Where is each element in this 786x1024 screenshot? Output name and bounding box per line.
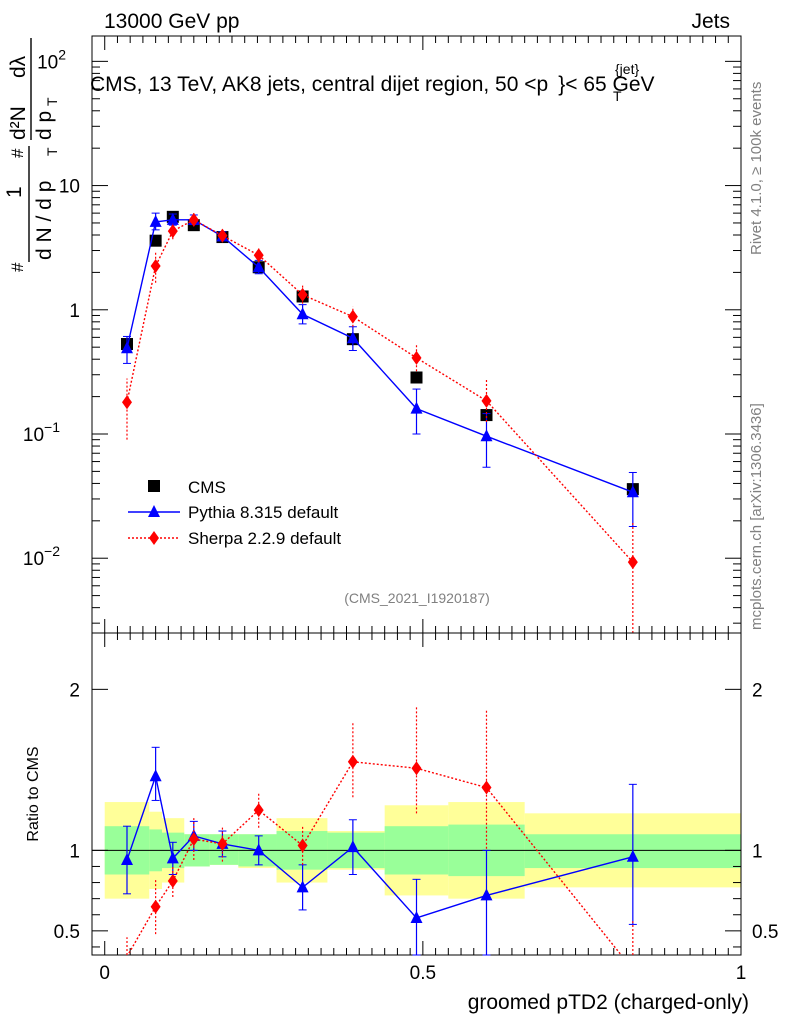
sherpa-main-point: [217, 228, 228, 243]
analysis-id: (CMS_2021_I1920187): [344, 590, 490, 606]
sherpa-main-point: [297, 287, 308, 302]
pythia-ratio-point: [166, 851, 179, 864]
pythia-main-point: [149, 214, 162, 227]
main-ytick-label: 10−1: [23, 419, 60, 446]
pythia-main-point: [626, 485, 639, 498]
pythia-main-point: [480, 429, 493, 442]
pythia-main-point: [166, 212, 179, 225]
legend-pythia-marker: [148, 505, 160, 517]
ratio-tick-labels: 0.5 0.5 1 1 2 2: [54, 680, 779, 943]
sherpa-ratio-point: [481, 780, 492, 795]
cms-main-point: [410, 371, 423, 384]
main-series: [120, 210, 639, 633]
sherpa-main-point: [347, 309, 358, 324]
ratio-ytick-label-right: 1: [752, 841, 763, 862]
plot-title-main: CMS, 13 TeV, AK8 jets, central dijet reg…: [90, 73, 548, 96]
sherpa-main-point: [253, 248, 264, 263]
sherpa-ratio-point: [167, 873, 178, 888]
main-ytick-label: 1: [69, 301, 80, 322]
ylabel-frac-den: d p: [33, 111, 56, 140]
pythia-ratio-point: [626, 849, 639, 862]
sherpa-main-line: [126, 219, 634, 563]
pythia-main-line: [126, 219, 634, 493]
legend-cms-marker: [148, 480, 160, 492]
pythia-ratio-point: [346, 840, 359, 853]
xtick-label: 0.5: [410, 963, 436, 984]
ratio-ytick-label-left: 0.5: [54, 922, 80, 943]
header-left: 13000 GeV pp: [104, 10, 239, 33]
sherpa-ratio-point: [150, 899, 161, 914]
ylabel-one: 1: [3, 186, 26, 198]
ratio-ytick-label-left: 1: [69, 841, 80, 862]
legend-sherpa-label: Sherpa 2.2.9 default: [188, 529, 341, 548]
legend-pythia-label: Pythia 8.315 default: [188, 503, 339, 522]
legend-sherpa-marker: [149, 531, 159, 545]
pythia-ratio-point: [120, 853, 133, 866]
ratio-ytick-label-left: 2: [69, 680, 80, 701]
sherpa-main-point: [481, 393, 492, 408]
sherpa-ratio-point: [217, 836, 228, 851]
mcplots-label: mcplots.cern.ch [arXiv:1306.3436]: [748, 403, 765, 630]
xtick-label: 1: [736, 963, 747, 984]
main-ytick-label: 102: [37, 46, 66, 73]
pythia-ratio-point: [296, 880, 309, 893]
header-right: Jets: [691, 10, 730, 33]
legend-cms-label: CMS: [188, 478, 226, 497]
main-ytick-label: 10−2: [23, 543, 60, 570]
sherpa-main-point: [188, 212, 199, 227]
sherpa-ratio-point: [188, 832, 199, 847]
ratio-panel: 0.5 0.5 1 1 2 2 Ratio to CMS: [25, 632, 779, 956]
ratio-ticks: [92, 633, 742, 955]
pythia-main-point: [410, 401, 423, 414]
ylabel-hash-2: #: [8, 148, 27, 158]
ylabel-frac-num: d²N: [7, 106, 30, 140]
pythia-main-point: [252, 260, 265, 273]
sherpa-ratio-point: [411, 761, 422, 776]
pythia-ratio-point: [410, 910, 423, 923]
sherpa-main-point: [167, 224, 178, 239]
sherpa-ratio-point: [347, 754, 358, 769]
pythia-main-point: [296, 307, 309, 320]
ratio-band-inner: [209, 834, 239, 865]
sherpa-main-point: [411, 350, 422, 365]
ratio-ytick-label-right: 0.5: [752, 922, 778, 943]
ylabel-T-2: T: [44, 97, 60, 106]
rivet-label: Rivet 4.1.0, ≥ 100k events: [748, 82, 765, 255]
plot-title-sub: T: [613, 88, 622, 104]
pythia-main-point: [346, 331, 359, 344]
plot-title-sup: {jet}: [615, 61, 639, 77]
pythia-main-point: [120, 341, 133, 354]
main-y-axis-label: # 1 d N / d p T # d²N d p T dλ: [3, 38, 60, 272]
pythia-ratio-point: [252, 843, 265, 856]
sherpa-main-point: [121, 395, 132, 410]
ylabel-T-1: T: [44, 147, 60, 156]
sherpa-main-point: [627, 555, 638, 570]
main-panel: 10−2 10−1 1 10 102 CMS, 13 TeV, AK8 jets, ce…: [23, 35, 742, 634]
pythia-ratio-point: [149, 769, 162, 782]
x-tick-labels: 0 0.5 1: [99, 963, 746, 984]
ratio-ytick-label-right: 2: [752, 680, 763, 701]
ratio-series: [120, 707, 639, 956]
sherpa-main-point: [150, 259, 161, 274]
plot-title-tail: }< 65 GeV: [558, 73, 654, 96]
x-axis-label: groomed pTD2 (charged-only): [468, 991, 749, 1014]
main-ytick-label: 10: [59, 177, 80, 198]
ylabel-dlam: dλ: [7, 55, 30, 78]
plot-title: CMS, 13 TeV, AK8 jets, central dijet reg…: [90, 73, 655, 96]
pythia-ratio-point: [480, 888, 493, 901]
ratio-y-axis-label: Ratio to CMS: [25, 746, 42, 841]
ylabel-dn: d N / d p: [33, 181, 56, 260]
xtick-label: 0: [99, 963, 110, 984]
sherpa-ratio-point: [253, 803, 264, 818]
main-ticks: [92, 36, 742, 633]
ylabel-hash-1: #: [8, 262, 27, 272]
legend: CMS Pythia 8.315 default Sherpa 2.2.9 de…: [128, 478, 341, 548]
main-ytick-labels: 10−2 10−1 1 10 102: [23, 46, 80, 570]
sherpa-ratio-point: [297, 838, 308, 853]
